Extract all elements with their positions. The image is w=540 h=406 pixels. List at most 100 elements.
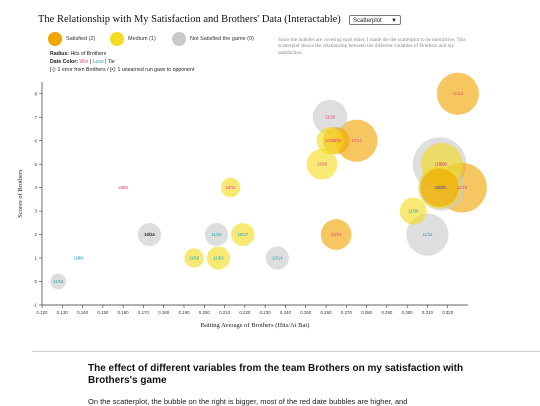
x-tick-label: 0.160 [118, 310, 130, 315]
x-tick-label: 0.210 [219, 310, 231, 315]
bubble [76, 256, 81, 260]
y-tick-label: 4 [34, 185, 37, 190]
legend-item-satisfied[interactable]: Satisfied (2) [48, 31, 95, 46]
bubble-date-label: 10/11 [226, 185, 237, 190]
bubble-date-label: 10/22 [434, 185, 445, 190]
bubble [312, 99, 348, 135]
chart-title: The Relationship with My Satisfaction an… [38, 14, 341, 25]
bubble [231, 222, 255, 247]
x-tick-label: 0.130 [57, 310, 69, 315]
bubble-date-label: 10/30 [331, 138, 342, 143]
bubble-layer: 11/28 11/19 11/21 11/13 10/14 10/09 10/30 11/12… [50, 72, 487, 290]
bubble [399, 197, 427, 225]
x-tick-label: 0.240 [280, 310, 292, 315]
bubble [306, 148, 338, 180]
bubble [204, 222, 229, 247]
key-tie: Tie [107, 59, 115, 65]
bubble-date-label: 11/28 [435, 162, 446, 167]
x-tick-label: 0.150 [97, 310, 109, 315]
chart-note: Since the bubbles are covering each othe… [278, 37, 466, 56]
key-separator: | [88, 59, 93, 65]
key-loss: Loss [92, 59, 104, 65]
chevron-down-icon: ▼ [391, 18, 397, 24]
x-tick-label: 0.260 [321, 310, 333, 315]
bubble [420, 168, 459, 207]
y-tick-label: 6 [34, 138, 37, 143]
legend-label-satisfied: Satisfied (2) [66, 35, 96, 42]
y-tick-label: 1 [34, 256, 37, 261]
bubble [335, 119, 378, 162]
bubble [184, 248, 204, 268]
bubble-date-label: 10/09 [436, 162, 447, 167]
x-tick-label: 0.300 [402, 310, 414, 315]
x-tick-label: 0.220 [239, 310, 251, 315]
y-tick-label: 0 [34, 279, 37, 284]
x-tick-label: 0.250 [300, 310, 312, 315]
y-tick-label: -1 [33, 303, 38, 308]
bubble [436, 72, 479, 115]
bubble-date-label: 10/27 [238, 232, 249, 237]
x-tick-label: 0.170 [138, 310, 150, 315]
x-tick-label: 0.270 [341, 310, 353, 315]
bubble-date-label: 11/04 [73, 256, 84, 261]
y-tick-label: 5 [34, 162, 37, 167]
legend-item-medium[interactable]: Medium (1) [110, 31, 156, 46]
bubble-date-label: 11/03 [213, 256, 224, 261]
bubble-date-label: 10/14 [272, 256, 283, 261]
key-win: Win [79, 59, 89, 65]
bubble-date-label: 11/06 [408, 209, 419, 214]
key-date-color-label: Date Color: [50, 59, 78, 65]
key-markers: [-]: 1 error from Brothers / [•]: 1 unea… [50, 67, 195, 73]
scatterplot: 11/28 11/19 11/21 11/13 10/14 10/09 10/30 11/12… [17, 72, 487, 329]
bubble-date-label: 10/21 [331, 232, 342, 237]
bubble-date-label: 11/29 [317, 162, 328, 167]
bubble-date-label: 10/30 [434, 185, 445, 190]
x-tick-label: 0.140 [77, 310, 89, 315]
legend-swatch-not-satisfied [172, 31, 186, 46]
key-separator: | [103, 59, 108, 65]
view-select-value: Scatterplot [353, 18, 382, 24]
x-tick-label: 0.120 [37, 310, 49, 315]
x-tick-label: 0.280 [361, 310, 373, 315]
bubble-date-label: 11/28 [325, 115, 336, 120]
x-tick-label: 0.290 [381, 310, 393, 315]
x-axis-label: Batting Average of Brothers (Hits/At Bat… [201, 322, 310, 329]
y-tick-label: 8 [34, 91, 37, 96]
bubble-date-label: 11/21 [437, 185, 448, 190]
bubble-date-label: 10/24 [144, 232, 155, 237]
bubble-date-label: 10/21 [325, 138, 336, 143]
key-radius-value: Hits of Brothers [70, 51, 107, 57]
bubble-date-label: 11/19 [457, 185, 468, 190]
y-tick-label: 7 [34, 115, 37, 120]
bubble-date-label: 11/12 [422, 232, 433, 237]
article-text: On the scatterplot, the bubble on the ri… [88, 397, 408, 406]
x-tick-label: 0.200 [199, 310, 211, 315]
bubble-date-label: 11/03 [189, 256, 200, 261]
bubble [50, 273, 67, 290]
bubble-date-label: 11/13 [453, 91, 464, 96]
axes: 0.120 0.130 0.140 0.150 0.160 0.170 0.180 0.190… [17, 82, 468, 329]
legend-swatch-satisfied [48, 31, 62, 46]
x-tick-label: 0.180 [158, 310, 170, 315]
bubble-date-label: 11/15 [211, 232, 222, 237]
view-select[interactable]: Scatterplot ▼ [349, 15, 401, 25]
section-divider [32, 351, 540, 352]
y-axis-label: Scores of Brothers [17, 169, 24, 218]
key-radius: Radius: Hits of Brothers [50, 51, 106, 57]
legend-item-not-satisfied[interactable]: Not Satisfied the game (0) [172, 31, 254, 46]
y-tick-label: 2 [34, 232, 37, 237]
x-tick-label: 0.320 [442, 310, 454, 315]
legend-swatch-medium [110, 31, 124, 46]
bubble-date-label: 11/16 [53, 279, 64, 284]
x-tick-label: 0.230 [260, 310, 272, 315]
bubble [121, 186, 125, 190]
bubble [220, 177, 241, 198]
key-date-color: Date Color: Win | Loss | Tie [50, 59, 115, 65]
legend-label-not-satisfied: Not Satisfied the game (0) [190, 35, 254, 42]
article-heading: The effect of different variables from t… [88, 363, 464, 386]
x-tick-label: 0.310 [422, 310, 434, 315]
key-radius-label: Radius: [50, 51, 70, 57]
bubble [320, 219, 352, 250]
legend-label-medium: Medium (1) [128, 35, 156, 42]
bubble [206, 246, 231, 270]
